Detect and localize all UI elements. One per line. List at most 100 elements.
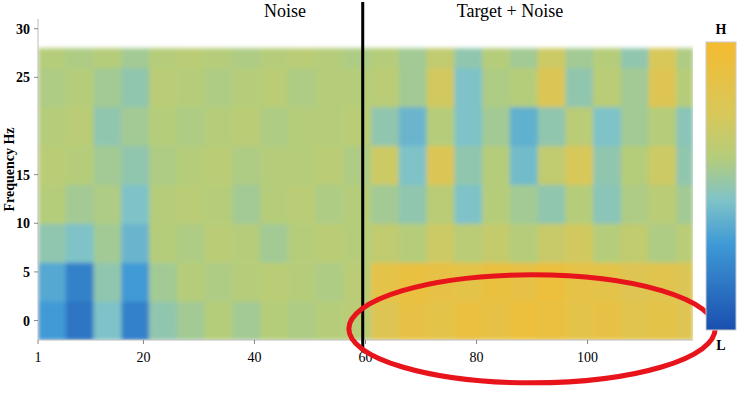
heatmap-cell bbox=[454, 48, 482, 68]
heatmap-cell bbox=[232, 223, 260, 263]
heatmap-cell bbox=[316, 107, 344, 147]
plot-area bbox=[38, 48, 693, 340]
heatmap-cell bbox=[371, 68, 399, 108]
heatmap-cell bbox=[66, 262, 94, 302]
heatmap-cell bbox=[482, 223, 510, 263]
heatmap-cell bbox=[538, 223, 566, 263]
heatmap-cell bbox=[94, 301, 122, 340]
heatmap-cell bbox=[205, 301, 233, 340]
heatmap-cell bbox=[621, 107, 649, 147]
heatmap-cell bbox=[66, 48, 94, 68]
heatmap-cell bbox=[399, 262, 427, 302]
heatmap-cell bbox=[121, 48, 149, 68]
heatmap-cell bbox=[121, 184, 149, 224]
heatmap-cell bbox=[38, 68, 66, 108]
heatmap-cell bbox=[510, 223, 538, 263]
heatmap-cell bbox=[510, 68, 538, 108]
heatmap-cell bbox=[399, 68, 427, 108]
x-tick-label: 40 bbox=[247, 350, 261, 365]
heatmap-cell bbox=[260, 68, 288, 108]
heatmap-cell bbox=[593, 48, 621, 68]
heatmap-cell bbox=[343, 107, 371, 147]
heatmap-cell bbox=[371, 184, 399, 224]
heatmap-cell bbox=[649, 223, 677, 263]
region-annotation: Noise bbox=[264, 1, 306, 21]
heatmap-cell bbox=[343, 262, 371, 302]
heatmap-cell bbox=[482, 184, 510, 224]
heatmap-cell bbox=[454, 107, 482, 147]
heatmap-cell bbox=[38, 145, 66, 185]
heatmap-cell bbox=[676, 223, 693, 263]
heatmap-cell bbox=[121, 145, 149, 185]
heatmap-cell bbox=[66, 223, 94, 263]
y-tick bbox=[34, 271, 38, 272]
heatmap-cell bbox=[676, 107, 693, 147]
heatmap-cell bbox=[288, 68, 316, 108]
heatmap-cell bbox=[676, 301, 693, 340]
heatmap-cell bbox=[232, 262, 260, 302]
heatmap-cell bbox=[510, 48, 538, 68]
heatmap-cell bbox=[260, 301, 288, 340]
heatmap-cell bbox=[177, 68, 205, 108]
heatmap-cell bbox=[66, 184, 94, 224]
heatmap-cell bbox=[38, 48, 66, 68]
heatmap-cell bbox=[621, 68, 649, 108]
heatmap-cell bbox=[454, 262, 482, 302]
heatmap-cell bbox=[510, 107, 538, 147]
heatmap-cell bbox=[149, 107, 177, 147]
heatmap-cell bbox=[482, 145, 510, 185]
x-tick bbox=[365, 340, 366, 344]
heatmap-cell bbox=[232, 48, 260, 68]
heatmap-cell bbox=[538, 262, 566, 302]
heatmap-cell bbox=[316, 145, 344, 185]
heatmap-cell bbox=[538, 68, 566, 108]
heatmap-cell bbox=[538, 145, 566, 185]
heatmap-cell bbox=[66, 107, 94, 147]
heatmap-cell bbox=[149, 223, 177, 263]
heatmap-cell bbox=[149, 262, 177, 302]
heatmap-cell bbox=[593, 107, 621, 147]
y-tick-label: 25 bbox=[16, 70, 30, 85]
heatmap-cell bbox=[510, 301, 538, 340]
color-bar-label: L bbox=[716, 338, 725, 353]
heatmap-cell bbox=[371, 145, 399, 185]
heatmap-cell bbox=[399, 145, 427, 185]
x-tick bbox=[587, 340, 588, 344]
heatmap-cell bbox=[38, 223, 66, 263]
heatmap-cell bbox=[232, 184, 260, 224]
heatmap-cell bbox=[399, 301, 427, 340]
heatmap-cell bbox=[316, 301, 344, 340]
heatmap-cell bbox=[538, 184, 566, 224]
heatmap-cell bbox=[66, 301, 94, 340]
heatmap-cell bbox=[621, 223, 649, 263]
heatmap-cell bbox=[94, 107, 122, 147]
heatmap-cell bbox=[649, 145, 677, 185]
heatmap-cell bbox=[316, 184, 344, 224]
heatmap-cell bbox=[288, 262, 316, 302]
heatmap-cell bbox=[38, 262, 66, 302]
heatmap-cell bbox=[454, 68, 482, 108]
heatmap-cell bbox=[482, 107, 510, 147]
heatmap-cell bbox=[343, 48, 371, 68]
heatmap-cell bbox=[565, 223, 593, 263]
heatmap-cell bbox=[399, 223, 427, 263]
heatmap-cell bbox=[649, 107, 677, 147]
heatmap-cell bbox=[205, 262, 233, 302]
heatmap-cell bbox=[565, 68, 593, 108]
heatmap-cell bbox=[205, 48, 233, 68]
heatmap-cell bbox=[288, 184, 316, 224]
heatmap-cell bbox=[121, 262, 149, 302]
heatmap-cell bbox=[621, 145, 649, 185]
heatmap-cell bbox=[260, 184, 288, 224]
heatmap-cell bbox=[149, 48, 177, 68]
y-axis-label: Frequency Hz bbox=[2, 127, 17, 211]
heatmap-cell bbox=[260, 262, 288, 302]
heatmap-cell bbox=[454, 184, 482, 224]
heatmap-cell bbox=[343, 223, 371, 263]
heatmap-cell bbox=[676, 184, 693, 224]
heatmap-cell bbox=[177, 145, 205, 185]
heatmap-cell bbox=[593, 223, 621, 263]
heatmap-cell bbox=[482, 48, 510, 68]
x-tick-label: 1 bbox=[35, 350, 42, 365]
heatmap-cell bbox=[232, 68, 260, 108]
